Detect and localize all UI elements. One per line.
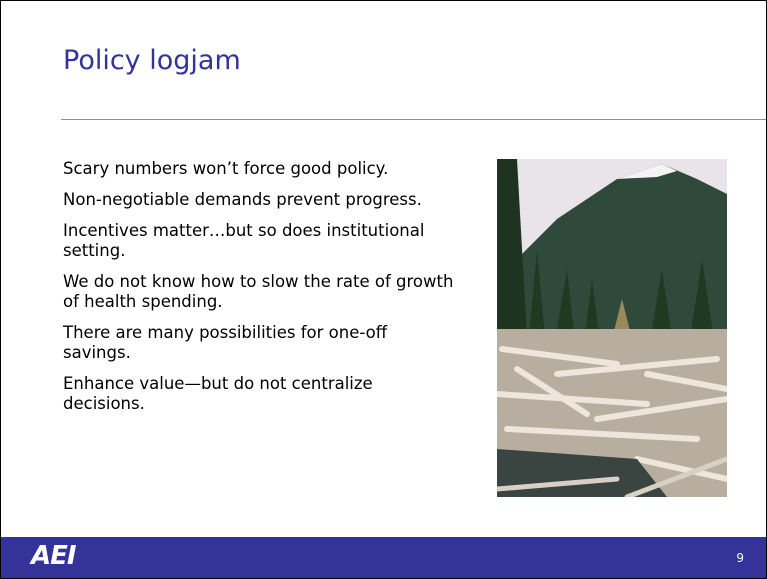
bullet: Enhance value—but do not centralize deci… bbox=[63, 374, 458, 414]
slide-title: Policy logjam bbox=[63, 45, 241, 76]
bullet-list: Scary numbers won’t force good policy. No… bbox=[63, 159, 458, 425]
bullet: Incentives matter…but so does institutio… bbox=[63, 221, 458, 261]
bullet: Scary numbers won’t force good policy. bbox=[63, 159, 458, 179]
bullet: There are many possibilities for one-off… bbox=[63, 323, 458, 363]
footer-bar: AEI 9 bbox=[1, 537, 766, 578]
slide: Policy logjam Scary numbers won’t force … bbox=[0, 0, 767, 579]
bullet: Non-negotiable demands prevent progress. bbox=[63, 190, 458, 210]
page-number: 9 bbox=[736, 551, 744, 565]
logo: AEI bbox=[31, 541, 76, 571]
divider bbox=[61, 119, 767, 120]
bullet: We do not know how to slow the rate of g… bbox=[63, 272, 458, 312]
photo bbox=[497, 159, 727, 497]
